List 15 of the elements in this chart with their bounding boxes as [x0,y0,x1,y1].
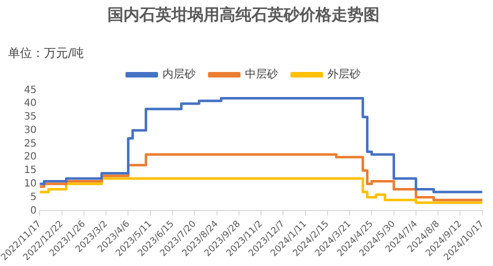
y-tick-label: 30 [24,124,37,136]
y-tick-label: 20 [24,152,37,163]
y-tick-label: 45 [24,84,37,96]
y-tick-label: 0 [30,205,37,216]
y-tick-label: 40 [24,98,37,110]
legend-label: 外层砂 [327,68,360,81]
y-tick-label: 35 [24,112,37,123]
chart-title: 国内石英坩埚用高纯石英砂价格走势图 [108,4,380,24]
y-tick-label: 25 [24,138,37,150]
y-tick-label: 5 [30,192,37,203]
y-tick-label: 15 [24,165,37,176]
legend-label: 内层砂 [162,68,196,81]
legend-label: 中层砂 [244,68,278,81]
text: 单位：万元/吨 [8,46,84,60]
y-tick-label: 10 [24,178,37,190]
